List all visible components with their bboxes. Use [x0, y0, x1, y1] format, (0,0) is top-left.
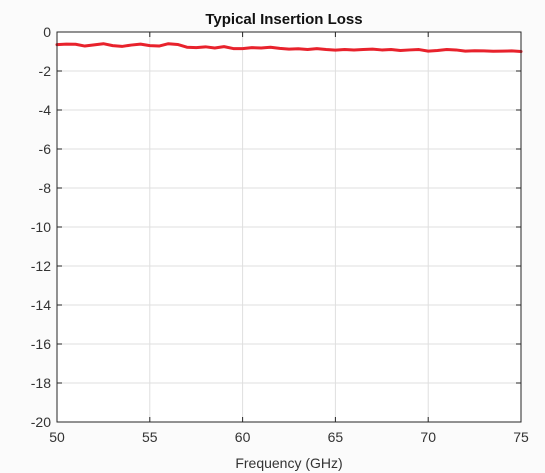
grid: [57, 32, 521, 422]
y-tick-label: -4: [39, 102, 52, 118]
series-layer: [55, 42, 523, 53]
y-tick-label: -18: [31, 375, 51, 391]
series-line: [55, 42, 523, 53]
y-tick-label: -14: [31, 297, 51, 313]
x-tick-label: 65: [328, 429, 344, 445]
chart-title: Typical Insertion Loss: [205, 11, 362, 28]
ticks: 50 55 60 65 70 75 0 -2 -4 -6 -8 -10 -12 -14 -16 -18 -20: [31, 24, 529, 445]
x-tick-label: 75: [513, 429, 529, 445]
x-tick-label: 70: [420, 429, 436, 445]
x-tick-label: 50: [49, 429, 65, 445]
x-tick-label: 60: [235, 429, 251, 445]
y-tick-label: -12: [31, 258, 51, 274]
y-tick-label: -2: [39, 63, 52, 79]
y-tick-label: 0: [43, 24, 51, 40]
x-axis-label: Frequency (GHz): [235, 455, 342, 471]
y-tick-label: -16: [31, 336, 51, 352]
y-tick-label: -8: [39, 180, 52, 196]
y-tick-label: -10: [31, 219, 51, 235]
y-tick-label: -20: [31, 414, 51, 430]
y-tick-label: -6: [39, 141, 52, 157]
x-tick-label: 55: [142, 429, 158, 445]
